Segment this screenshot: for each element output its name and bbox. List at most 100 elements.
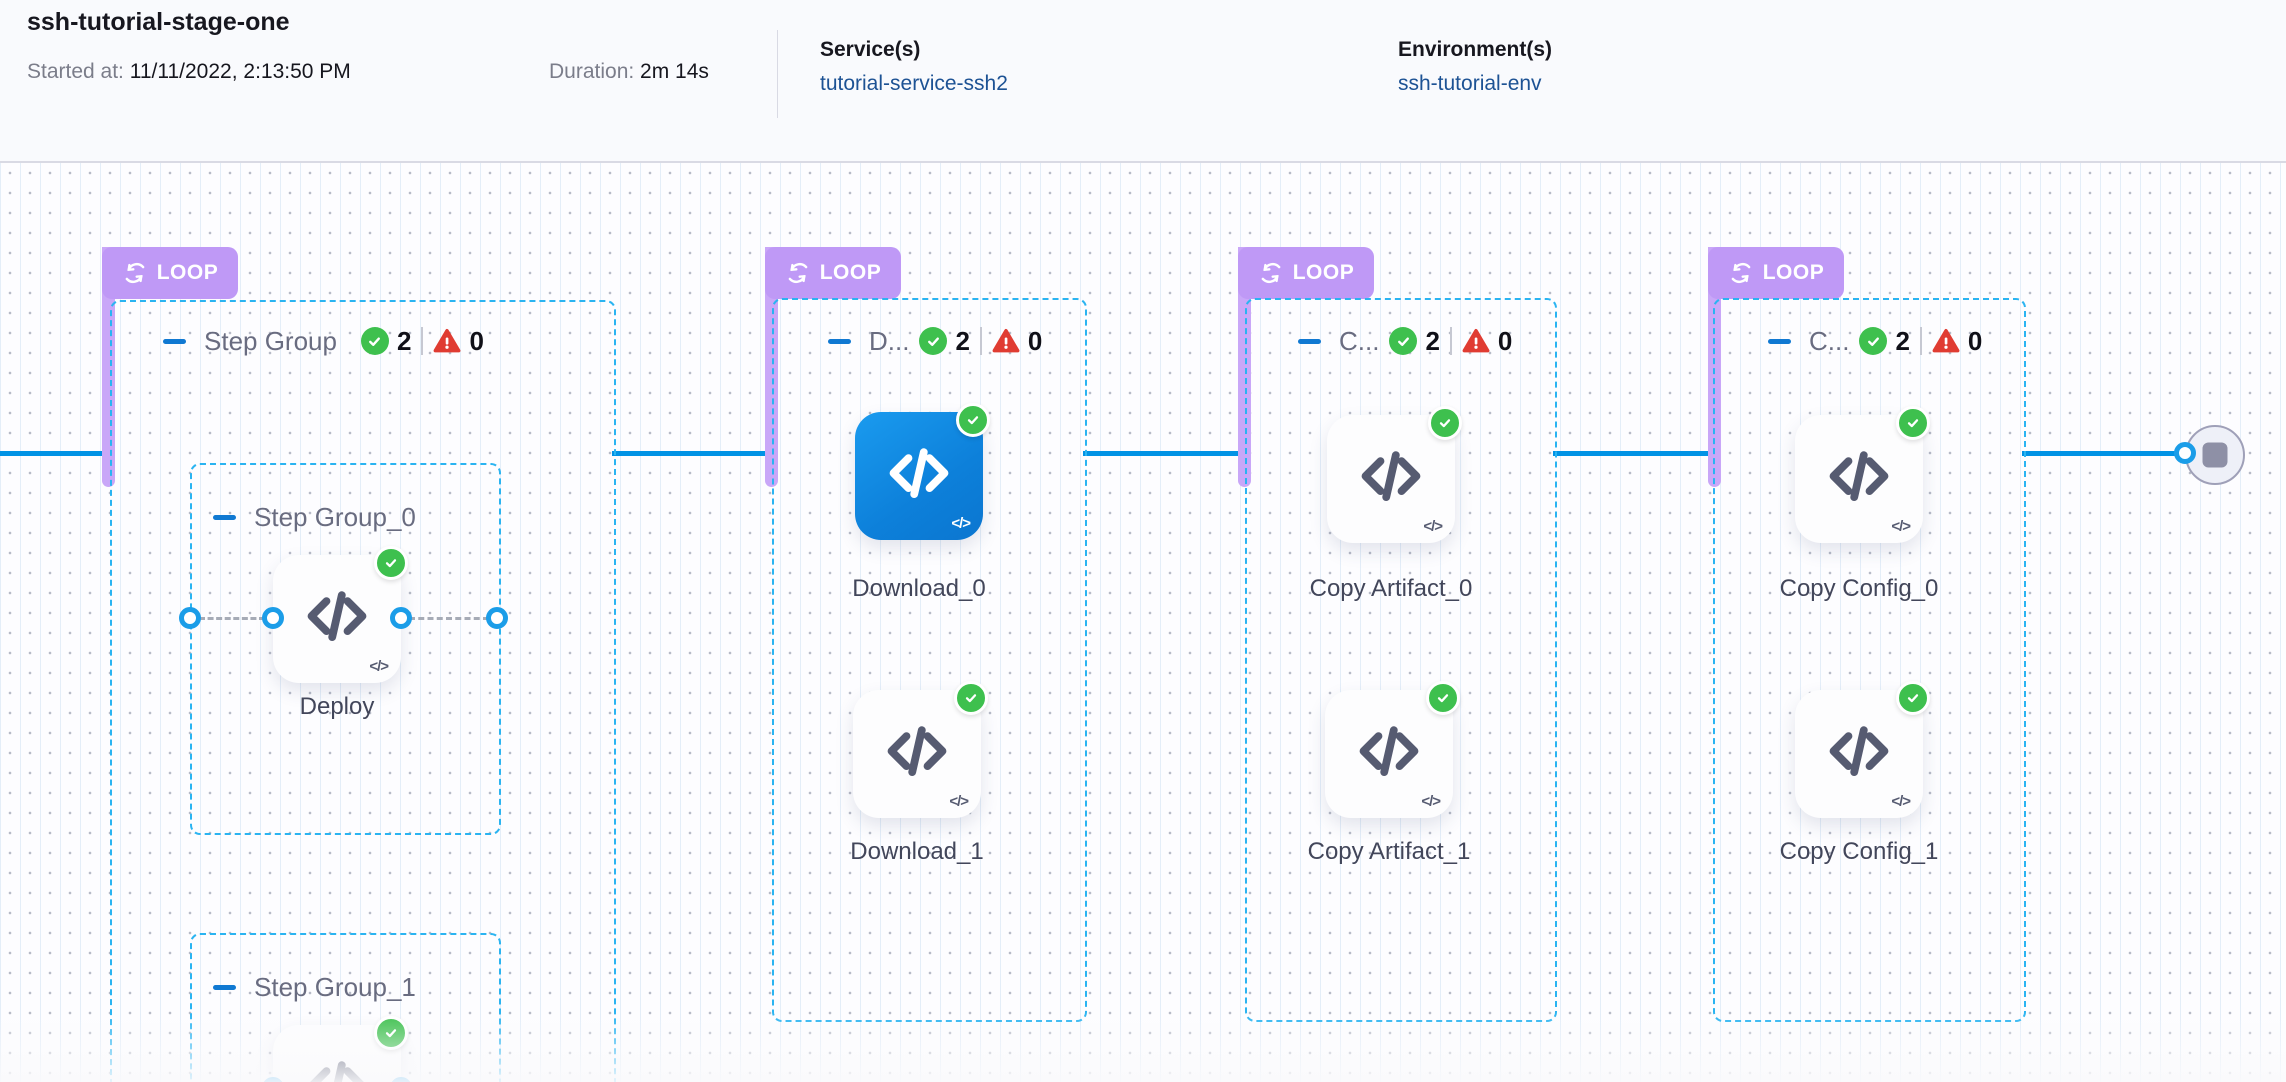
started-at-value: 11/11/2022, 2:13:50 PM	[129, 60, 351, 83]
collapse-minus-icon[interactable]	[213, 514, 236, 520]
success-badge	[1426, 681, 1460, 715]
started-at-label: Started at:	[27, 60, 130, 83]
connector-port[interactable]	[390, 607, 412, 629]
failed-count: 0	[469, 325, 484, 356]
step-node-label: Download_1	[850, 838, 984, 865]
check-icon	[927, 336, 939, 346]
loop-badge-label: LOOP	[1762, 261, 1825, 284]
success-badge	[956, 403, 990, 437]
warning-icon	[1462, 328, 1490, 353]
code-mini-icon: </>	[951, 515, 971, 532]
loop-group-box	[110, 300, 616, 1082]
node-connector-dashed	[199, 617, 265, 620]
step-node[interactable]: </>	[1327, 406, 1462, 543]
check-icon	[1437, 694, 1449, 703]
inner-step-group-box	[190, 463, 501, 835]
code-mini-icon: </>	[1891, 518, 1911, 535]
code-icon	[1353, 715, 1425, 787]
count-divider	[979, 327, 982, 355]
stage-connector-line	[0, 451, 104, 456]
environment-link[interactable]: ssh-tutorial-env	[1398, 72, 1542, 95]
step-node-label: Copy Config_1	[1779, 838, 1939, 865]
step-group-header: D... 2 0	[828, 323, 1042, 359]
services-label: Service(s)	[820, 38, 921, 61]
check-icon	[1439, 419, 1451, 428]
step-node-label: Deploy	[299, 693, 375, 720]
connector-port[interactable]	[262, 607, 284, 629]
failed-count: 0	[1027, 325, 1043, 356]
connector-port[interactable]	[2174, 442, 2196, 464]
step-group-header: Step Group 2 0	[163, 323, 484, 359]
step-node[interactable]	[273, 1016, 408, 1082]
loop-badge: LOOP	[102, 247, 238, 299]
environments-label: Environment(s)	[1398, 38, 1553, 61]
step-node[interactable]: </>	[1325, 681, 1460, 818]
success-badge	[1896, 681, 1930, 715]
failed-count: 0	[1497, 325, 1513, 356]
success-badge	[1389, 327, 1418, 355]
pipeline-canvas[interactable]: LOOP Step Group 2 0 Step Group_0 </> Dep…	[0, 163, 2286, 1082]
connector-port[interactable]	[486, 607, 508, 629]
step-node-label: Copy Artifact_0	[1309, 575, 1473, 602]
success-count: 2	[1895, 325, 1910, 356]
code-mini-icon: </>	[1423, 518, 1443, 535]
check-icon	[965, 694, 977, 703]
step-group-name: D...	[869, 325, 910, 356]
step-node[interactable]: </>	[1795, 406, 1930, 543]
collapse-minus-icon[interactable]	[213, 984, 236, 990]
success-badge	[374, 1016, 408, 1050]
loop-badge: LOOP	[1238, 247, 1374, 299]
service-link[interactable]: tutorial-service-ssh2	[820, 72, 1008, 95]
node-connector-dashed	[409, 617, 489, 620]
success-count: 2	[1425, 325, 1440, 356]
collapse-minus-icon[interactable]	[163, 338, 186, 344]
collapse-minus-icon[interactable]	[1298, 338, 1321, 344]
count-divider	[421, 327, 424, 355]
execution-header: ssh-tutorial-stage-one Started at: 11/11…	[0, 0, 2286, 163]
connector-port[interactable]	[179, 607, 201, 629]
code-icon	[1823, 440, 1895, 512]
step-node-selected[interactable]: </>	[855, 403, 990, 540]
stage-title: ssh-tutorial-stage-one	[27, 8, 290, 36]
loop-icon	[1261, 262, 1281, 284]
step-group-header: C... 2 0	[1768, 323, 1982, 359]
success-badge	[954, 681, 988, 715]
collapse-minus-icon[interactable]	[828, 338, 851, 344]
warning-icon	[992, 328, 1020, 353]
check-icon	[385, 1029, 397, 1038]
check-icon	[1397, 336, 1409, 346]
check-icon	[369, 336, 381, 346]
step-node[interactable]: </>	[1795, 681, 1930, 818]
step-group-name: C...	[1809, 325, 1850, 356]
step-node[interactable]: </>	[853, 681, 988, 818]
stage-connector-line	[1553, 451, 1715, 456]
stage-connector-line	[2022, 451, 2186, 456]
step-group-header: C... 2 0	[1298, 323, 1512, 359]
duration: Duration: 2m 14s	[549, 60, 709, 84]
loop-icon	[125, 262, 145, 284]
stage-connector-line	[1083, 451, 1245, 456]
duration-label: Duration:	[549, 60, 641, 83]
code-icon	[1823, 715, 1895, 787]
stop-icon	[2202, 442, 2228, 468]
count-divider	[1919, 327, 1922, 355]
collapse-minus-icon[interactable]	[1768, 338, 1791, 344]
loop-group-box	[772, 298, 1087, 1022]
loop-group-box	[1245, 298, 1557, 1022]
loop-badge-label: LOOP	[1292, 261, 1355, 284]
code-mini-icon: </>	[949, 793, 969, 810]
success-count: 2	[396, 325, 412, 356]
inner-step-group-name: Step Group_1	[254, 971, 416, 1002]
code-icon	[881, 715, 953, 787]
inner-step-group-name: Step Group_0	[254, 501, 416, 532]
count-divider	[1449, 327, 1452, 355]
header-divider	[777, 30, 778, 118]
code-mini-icon: </>	[1891, 793, 1911, 810]
inner-step-group-box	[190, 933, 501, 1082]
check-icon	[1907, 694, 1919, 703]
success-badge	[374, 546, 408, 580]
success-badge	[1428, 406, 1462, 440]
step-node-deploy[interactable]: </>	[273, 546, 408, 683]
stage-connector-line	[612, 451, 767, 456]
loop-icon	[1731, 262, 1751, 284]
